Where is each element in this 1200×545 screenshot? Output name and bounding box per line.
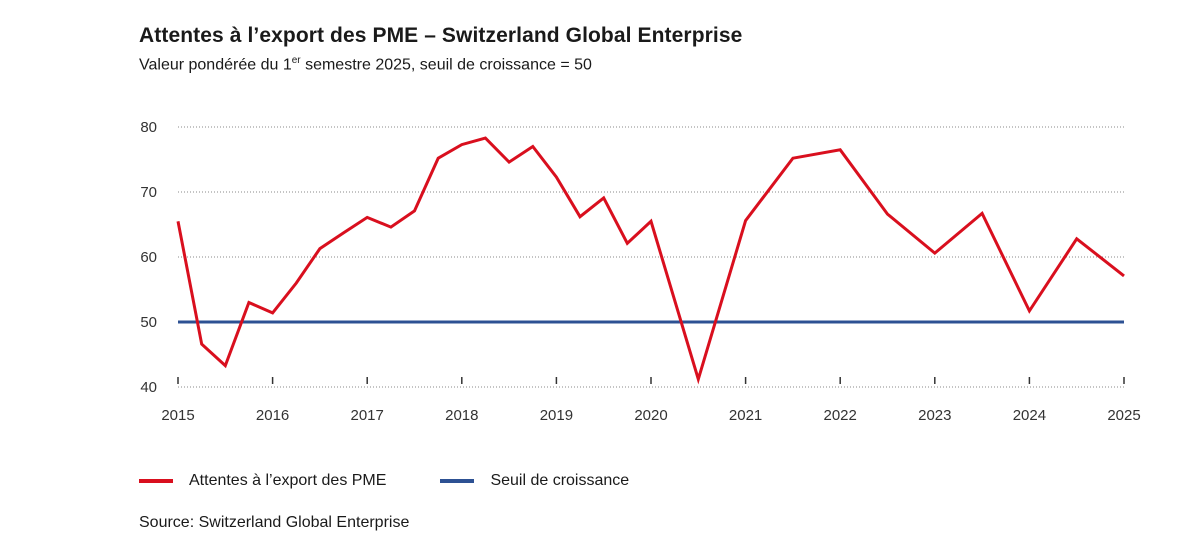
y-tick-label-60: 60 [140, 249, 157, 266]
data-point [436, 156, 440, 160]
x-axis-labels: 2015 2016 2017 2018 2019 2020 2021 2022 2023 2024… [161, 407, 1140, 424]
data-point [791, 156, 795, 160]
x-tick-label-2019: 2019 [540, 407, 573, 424]
series-layer [176, 136, 1126, 385]
data-point [602, 196, 606, 200]
data-point [554, 175, 558, 179]
x-tick-label-2023: 2023 [918, 407, 951, 424]
data-point [413, 209, 417, 213]
data-point [483, 136, 487, 140]
data-point [578, 215, 582, 219]
y-tick-label-70: 70 [140, 184, 157, 201]
threshold-swatch [440, 479, 475, 483]
data-point [1027, 309, 1031, 313]
legend: Attentes à l’export des PME Seuil de cro… [139, 472, 683, 490]
data-point [649, 219, 653, 223]
data-point [176, 219, 180, 223]
data-point [389, 225, 393, 229]
data-point [838, 148, 842, 152]
y-tick-label-40: 40 [140, 379, 157, 396]
y-tick-label-80: 80 [140, 119, 157, 136]
data-point [294, 281, 298, 285]
x-axis [177, 377, 1125, 388]
series-swatch [139, 479, 173, 483]
data-point [460, 143, 464, 147]
data-point [247, 301, 251, 305]
data-point [531, 145, 535, 149]
legend-threshold-label: Seuil de croissance [490, 472, 630, 489]
series-line-export-expectations [176, 136, 1125, 385]
data-point [886, 212, 890, 216]
data-point [625, 241, 629, 245]
data-point [1122, 274, 1126, 278]
x-tick-label-2022: 2022 [824, 407, 857, 424]
data-point [342, 231, 346, 235]
data-point [744, 219, 748, 223]
subtitle-post: semestre 2025, seuil de croissance = 50 [300, 56, 592, 74]
source-note: Source: Switzerland Global Enterprise [139, 514, 410, 531]
x-tick-label-2020: 2020 [634, 407, 667, 424]
subtitle-pre: Valeur pondérée du 1 [139, 56, 292, 74]
subtitle-superscript: er [291, 55, 301, 66]
y-tick-label-50: 50 [140, 314, 157, 331]
x-tick-label-2017: 2017 [351, 407, 384, 424]
x-tick-label-2018: 2018 [445, 407, 478, 424]
data-point [933, 251, 937, 255]
data-point [271, 311, 275, 315]
legend-item-series: Attentes à l’export des PME [139, 472, 386, 490]
data-point [1075, 237, 1079, 241]
x-tick-label-2025: 2025 [1107, 407, 1140, 424]
x-tick-label-2016: 2016 [256, 407, 289, 424]
x-tick-label-2015: 2015 [161, 407, 194, 424]
chart-title: Attentes à l’export des PME – Switzerlan… [139, 24, 743, 47]
data-point [696, 377, 700, 381]
x-tick-label-2021: 2021 [729, 407, 762, 424]
x-tick-label-2024: 2024 [1013, 407, 1046, 424]
data-point [365, 215, 369, 219]
y-axis-labels: 40 50 60 70 80 [140, 119, 157, 396]
data-point [200, 342, 204, 346]
data-point [223, 364, 227, 368]
legend-series-label: Attentes à l’export des PME [189, 472, 387, 489]
data-point [507, 160, 511, 164]
chart-subtitle: Valeur pondérée du 1er semestre 2025, se… [139, 55, 592, 74]
data-point [318, 247, 322, 251]
legend-item-threshold: Seuil de croissance [440, 472, 629, 490]
data-point [980, 211, 984, 215]
